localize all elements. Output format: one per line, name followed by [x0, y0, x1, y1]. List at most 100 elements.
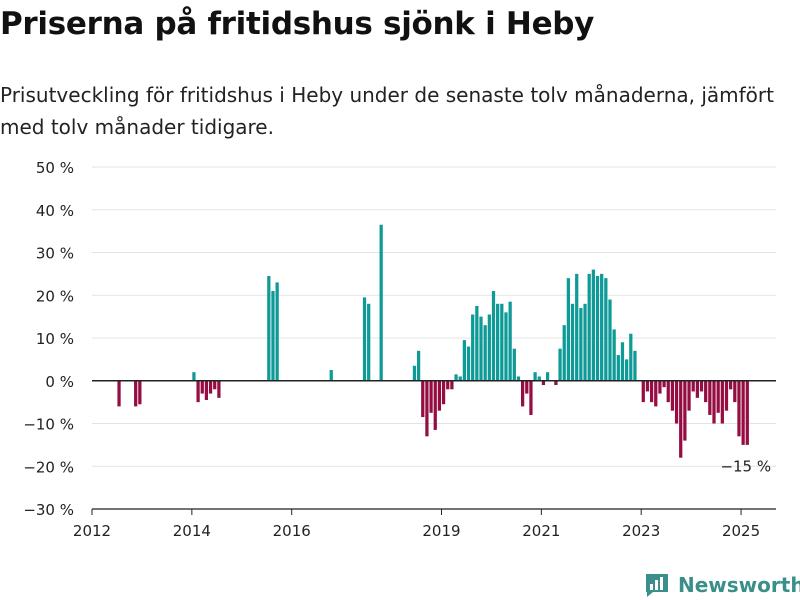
x-tick-label: 2021: [522, 522, 560, 540]
bar: [508, 301, 512, 381]
brand-logo: Newsworthy: [644, 570, 800, 600]
bar: [708, 380, 712, 415]
brand-name: Newsworthy: [678, 573, 800, 597]
bar: [329, 370, 333, 381]
bar: [695, 380, 699, 398]
bar-chart: −30 % −20 % −10 % 0 % 10 % 20 % 30 % 40 % 50 % 20…: [23, 159, 776, 540]
bar: [545, 372, 550, 381]
bar: [516, 376, 521, 381]
y-tick-label: 40 %: [36, 202, 74, 220]
bar: [600, 273, 604, 381]
bar: [483, 325, 487, 381]
bar: [608, 299, 612, 381]
bar: [362, 297, 367, 381]
bar: [604, 278, 608, 381]
bar: [641, 380, 645, 403]
bar: [512, 348, 516, 381]
y-tick-label: −10 %: [23, 416, 74, 434]
bar: [192, 372, 196, 381]
bar: [658, 380, 662, 394]
bar: [271, 290, 275, 381]
bar: [458, 376, 462, 381]
bar: [421, 380, 425, 418]
bar: [570, 303, 575, 381]
bar: [737, 380, 741, 437]
bar: [379, 224, 383, 381]
bar: [720, 380, 724, 424]
bar: [487, 314, 491, 381]
bar: [441, 380, 446, 405]
y-tick-label: 30 %: [36, 245, 74, 263]
bar: [674, 380, 679, 424]
bar: [450, 380, 454, 390]
y-tick-label: 20 %: [36, 287, 74, 305]
bar: [579, 308, 583, 381]
bar: [625, 359, 629, 381]
bar: [138, 380, 142, 405]
bar: [471, 314, 475, 381]
bar: [412, 365, 417, 381]
y-tick-label: 10 %: [36, 330, 74, 348]
bar: [724, 380, 729, 411]
bar: [687, 380, 691, 411]
bar: [537, 376, 541, 381]
bar: [629, 333, 633, 381]
bar: [591, 269, 595, 381]
bar: [491, 290, 496, 381]
bar: [529, 380, 533, 415]
bar: [525, 380, 529, 394]
bar: [425, 380, 429, 437]
bar: [733, 380, 737, 403]
bar: [446, 380, 450, 390]
bar: [437, 380, 442, 411]
bar: [267, 276, 271, 381]
bar: [562, 325, 566, 381]
bar: [416, 350, 421, 381]
bar: [433, 380, 437, 430]
x-tick-label: 2025: [722, 522, 760, 540]
value-annotation: −15 %: [720, 457, 771, 475]
y-tick-label: −30 %: [23, 501, 74, 519]
x-tick-label: 2023: [622, 522, 660, 540]
bar: [462, 340, 466, 381]
bar: [521, 380, 525, 407]
newsworthy-logo-icon: [646, 574, 668, 597]
bar: [745, 380, 749, 445]
bar: [645, 380, 650, 392]
bar: [196, 380, 200, 403]
bar: [466, 346, 471, 381]
bar: [575, 273, 579, 381]
bar: [566, 278, 571, 381]
bar: [583, 303, 587, 381]
bar: [496, 303, 500, 381]
bar: [213, 380, 217, 390]
bar: [691, 380, 695, 392]
bar: [712, 380, 716, 424]
bar: [208, 380, 213, 394]
bar: [666, 380, 670, 403]
bar: [612, 329, 616, 381]
bar: [554, 380, 558, 386]
bar: [683, 380, 687, 441]
bar: [587, 273, 591, 381]
y-tick-label: −20 %: [23, 458, 74, 476]
bar: [541, 380, 546, 386]
x-tick-label: 2012: [73, 522, 111, 540]
bar: [479, 316, 483, 381]
bar: [204, 380, 209, 400]
bar: [500, 303, 504, 381]
bar: [558, 348, 562, 381]
bar: [504, 312, 508, 381]
bar: [595, 276, 600, 381]
x-tick-label: 2014: [173, 522, 211, 540]
bar: [134, 380, 138, 407]
x-tick-label: 2016: [273, 522, 311, 540]
bar: [649, 380, 654, 403]
bar: [654, 380, 658, 407]
bar: [699, 380, 704, 392]
bar: [633, 350, 637, 381]
bar: [275, 282, 279, 381]
bar: [716, 380, 720, 413]
bar: [117, 380, 121, 407]
chart-subtitle: Prisutveckling för fritidshus i Heby und…: [0, 83, 774, 139]
